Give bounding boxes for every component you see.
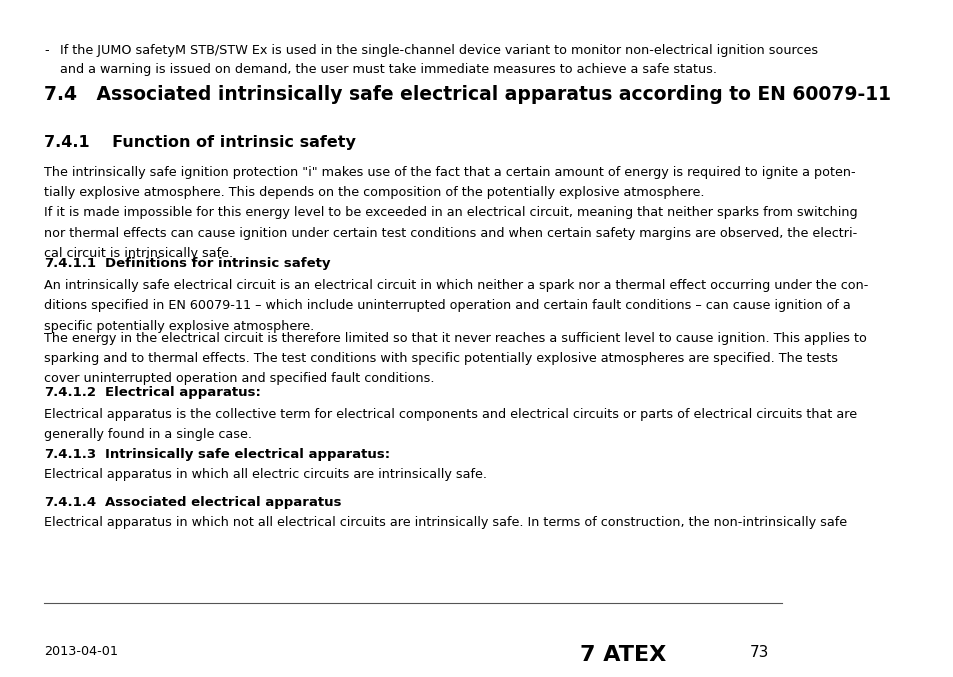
Text: Electrical apparatus is the collective term for electrical components and electr: Electrical apparatus is the collective t… bbox=[44, 408, 857, 420]
Text: Intrinsically safe electrical apparatus:: Intrinsically safe electrical apparatus: bbox=[105, 448, 390, 461]
Text: and a warning is issued on demand, the user must take immediate measures to achi: and a warning is issued on demand, the u… bbox=[60, 63, 717, 76]
Text: 7.4.1.2: 7.4.1.2 bbox=[44, 386, 96, 399]
Text: Electrical apparatus in which not all electrical circuits are intrinsically safe: Electrical apparatus in which not all el… bbox=[44, 516, 846, 529]
Text: An intrinsically safe electrical circuit is an electrical circuit in which neith: An intrinsically safe electrical circuit… bbox=[44, 279, 868, 292]
Text: specific potentially explosive atmosphere.: specific potentially explosive atmospher… bbox=[44, 320, 314, 332]
Text: sparking and to thermal effects. The test conditions with specific potentially e: sparking and to thermal effects. The tes… bbox=[44, 352, 838, 365]
Text: The energy in the electrical circuit is therefore limited so that it never reach: The energy in the electrical circuit is … bbox=[44, 332, 866, 345]
Text: cal circuit is intrinsically safe.: cal circuit is intrinsically safe. bbox=[44, 247, 233, 260]
Text: 7.4.1.3: 7.4.1.3 bbox=[44, 448, 96, 461]
Text: Electrical apparatus in which all electric circuits are intrinsically safe.: Electrical apparatus in which all electr… bbox=[44, 468, 487, 481]
Text: Associated electrical apparatus: Associated electrical apparatus bbox=[105, 496, 341, 508]
Text: If it is made impossible for this energy level to be exceeded in an electrical c: If it is made impossible for this energy… bbox=[44, 206, 857, 219]
Text: 7 ATEX: 7 ATEX bbox=[579, 645, 665, 665]
Text: nor thermal effects can cause ignition under certain test conditions and when ce: nor thermal effects can cause ignition u… bbox=[44, 227, 857, 240]
Text: 7.4.1.4: 7.4.1.4 bbox=[44, 496, 96, 508]
Text: Definitions for intrinsic safety: Definitions for intrinsic safety bbox=[105, 257, 330, 270]
Text: ditions specified in EN 60079-11 – which include uninterrupted operation and cer: ditions specified in EN 60079-11 – which… bbox=[44, 299, 850, 312]
Text: tially explosive atmosphere. This depends on the composition of the potentially : tially explosive atmosphere. This depend… bbox=[44, 186, 704, 199]
Text: The intrinsically safe ignition protection "i" makes use of the fact that a cert: The intrinsically safe ignition protecti… bbox=[44, 166, 855, 179]
Text: 7.4.1    Function of intrinsic safety: 7.4.1 Function of intrinsic safety bbox=[44, 135, 355, 150]
Text: 7.4.1.1: 7.4.1.1 bbox=[44, 257, 96, 270]
Text: Electrical apparatus:: Electrical apparatus: bbox=[105, 386, 260, 399]
Text: generally found in a single case.: generally found in a single case. bbox=[44, 428, 252, 441]
Text: -: - bbox=[44, 44, 49, 57]
Text: If the JUMO safetyΜ STB/STW Ex is used in the single-channel device variant to m: If the JUMO safetyΜ STB/STW Ex is used i… bbox=[60, 44, 818, 57]
Text: 2013-04-01: 2013-04-01 bbox=[44, 645, 118, 657]
Text: 7.4   Associated intrinsically safe electrical apparatus according to EN 60079-1: 7.4 Associated intrinsically safe electr… bbox=[44, 85, 890, 104]
Text: cover uninterrupted operation and specified fault conditions.: cover uninterrupted operation and specif… bbox=[44, 372, 435, 385]
Text: 73: 73 bbox=[748, 645, 768, 659]
